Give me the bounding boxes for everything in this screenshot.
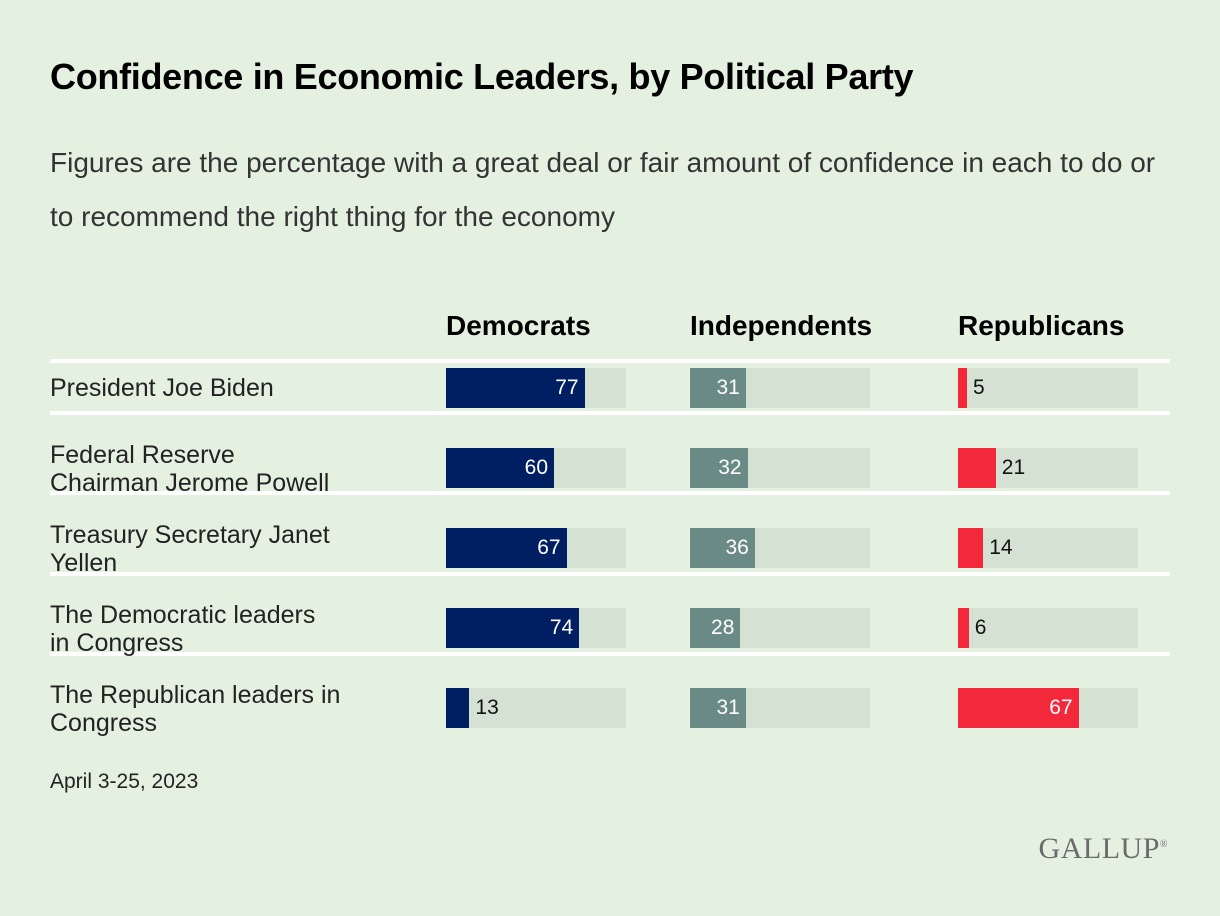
chart-title: Confidence in Economic Leaders, by Polit… [50,56,914,97]
bar-independents [690,368,746,408]
bar-democrats [446,368,585,408]
value-label: 28 [711,616,735,639]
row-divider [50,491,1170,495]
row-divider [50,411,1170,415]
row-label: The Democratic leaders in Congress [50,601,410,657]
value-label: 60 [524,456,548,479]
row-label-line: Congress [50,709,157,737]
row-divider [50,652,1170,656]
bar-democrats [446,528,567,568]
bar-track: 5 [958,368,1138,408]
bar-democrats [446,608,580,648]
date-footnote: April 3-25, 2023 [50,770,199,793]
value-label: 6 [974,616,987,639]
bar-independents [690,528,755,568]
row-label-line: Treasury Secretary Janet [50,521,330,549]
bar-republicans [958,608,969,648]
bar-track: 13 [446,688,626,728]
bar-track: 74 [446,608,626,648]
bar-track: 21 [958,448,1138,488]
value-label: 67 [1049,696,1073,719]
bar-republicans [958,448,996,488]
bar-track: 36 [690,528,870,568]
row-label: Federal Reserve Chairman Jerome Powell [50,441,410,497]
row-label: President Joe Biden [50,374,410,402]
value-label: 31 [716,376,740,399]
row-label: Treasury Secretary Janet Yellen [50,521,410,577]
row-label-line: in Congress [50,629,184,657]
value-label: 13 [475,696,499,719]
bar-track: 28 [690,608,870,648]
bar-independents [690,448,748,488]
row-label-line: The Democratic leaders [50,601,316,629]
value-label: 5 [973,376,985,399]
column-header-republicans: Republicans [958,310,1125,341]
bar-track: 67 [958,688,1138,728]
row-label-line: The Republican leaders in [50,681,341,709]
bar-track: 14 [958,528,1138,568]
value-label: 32 [718,456,742,479]
row-label-line: Yellen [50,549,118,577]
value-label: 21 [1001,456,1026,479]
bar-independents [690,688,746,728]
logo-text: GALLUP [1038,832,1160,865]
row-label-line: Federal Reserve [50,441,235,469]
bar-track: 6 [958,608,1138,648]
bar-track: 60 [446,448,626,488]
row-label-line: President Joe Biden [50,374,274,402]
value-label: 31 [716,696,740,719]
bar-track: 67 [446,528,626,568]
bar-democrats [446,448,554,488]
row-label: The Republican leaders in Congress [50,681,410,737]
value-label: 77 [555,376,579,399]
bar-republicans [958,688,1079,728]
value-label: 14 [989,536,1013,559]
column-header-independents: Independents [690,310,873,341]
row-divider [50,572,1170,576]
value-label: 74 [549,616,574,639]
bar-republicans [958,528,984,568]
bar-track: 32 [690,448,870,488]
value-label: 36 [725,536,749,559]
bar-republicans [958,368,967,408]
bar-democrats [446,688,470,728]
chart-subtitle: Figures are the percentage with a great … [50,147,1156,232]
registered-mark: ® [1159,839,1168,850]
bar-independents [690,608,741,648]
bar-track: 31 [690,368,870,408]
row-divider [50,359,1170,363]
bar-track: 77 [446,368,626,408]
value-label: 67 [537,536,561,559]
bar-track: 31 [690,688,870,728]
gallup-logo: GALLUP® [1039,832,1168,866]
column-header-democrats: Democrats [446,310,591,341]
row-label-line: Chairman Jerome Powell [50,469,330,497]
